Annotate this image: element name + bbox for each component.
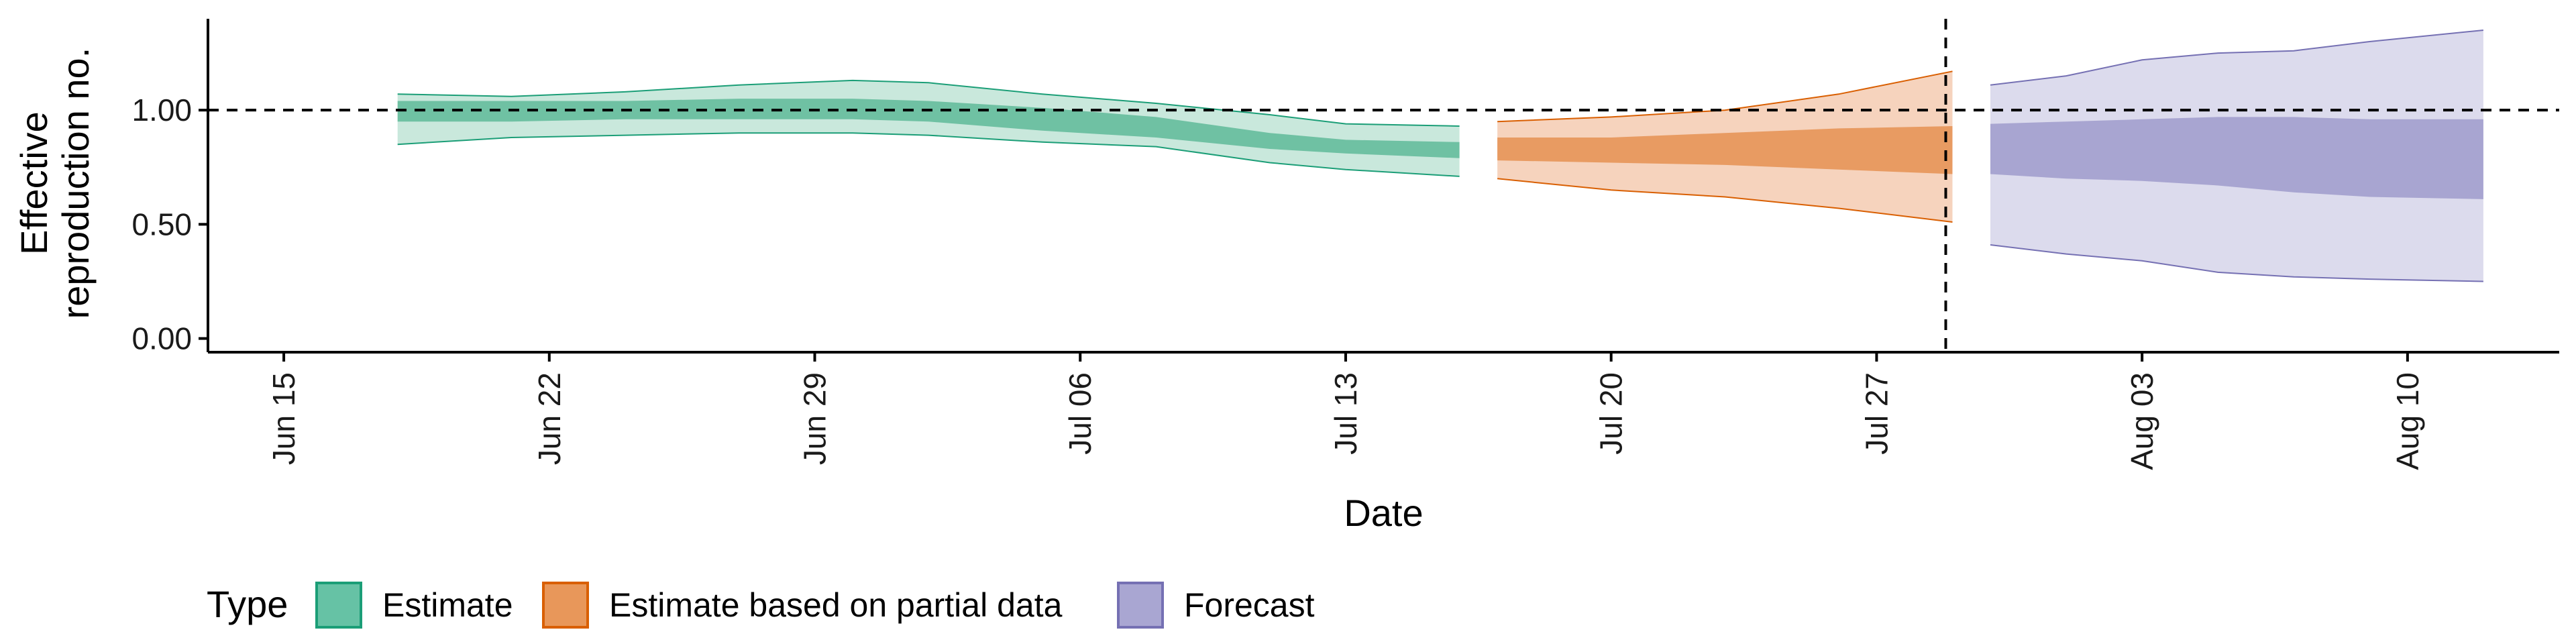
legend-label: Forecast [1184, 586, 1315, 624]
lower-bound-line [1497, 178, 1953, 223]
legend-item: Estimate based on partial data [542, 582, 1063, 629]
lower-bound-line [397, 132, 1460, 177]
y-tick-label: 0.50 [131, 207, 192, 241]
axes: 0.00 0.50 1.00 Jun 15 Jun 22 Jun 29 Jul 06 Jul … [13, 19, 2559, 534]
series-0 [397, 79, 1460, 177]
y-axis-title-line: reproduction no. [54, 48, 97, 319]
x-tick-label: Jun 29 [798, 372, 833, 465]
legend: Type Estimate Estimate based on partial da… [207, 582, 1315, 629]
x-tick-label: Aug 10 [2390, 372, 2425, 470]
reference-lines [208, 19, 2559, 352]
legend-item: Forecast [1117, 582, 1315, 629]
inner-interval-band [1497, 126, 1953, 174]
x-tick-label: Jun 22 [532, 372, 567, 465]
x-tick-label: Jul 06 [1063, 372, 1097, 455]
x-tick-label: Jun 15 [266, 372, 301, 465]
legend-key-swatch [1117, 582, 1164, 629]
upper-bound-line [397, 79, 1460, 127]
legend-key-swatch [315, 582, 362, 629]
upper-bound-line [1990, 30, 2483, 86]
x-tick-label: Jul 13 [1328, 372, 1363, 455]
y-axis-title: Effectivereproduction no. [13, 48, 97, 319]
legend-label: Estimate based on partial data [609, 586, 1063, 624]
upper-bound-line [1497, 70, 1953, 123]
series-2 [1990, 30, 2483, 282]
x-tick-label: Jul 27 [1859, 372, 1894, 455]
x-axis-title: Date [1344, 492, 1423, 534]
series-1 [1497, 70, 1953, 223]
x-tick-label: Aug 03 [2125, 372, 2159, 470]
inner-interval-band [397, 99, 1460, 158]
lower-bound-line [1990, 244, 2483, 282]
legend-item: Estimate [315, 582, 513, 629]
legend-title: Type [207, 583, 288, 625]
legend-key-swatch [542, 582, 589, 629]
ribbons [397, 30, 2483, 282]
y-axis-title-line: Effective [13, 111, 55, 255]
x-tick-label: Jul 20 [1594, 372, 1629, 455]
inner-interval-band [1990, 117, 2483, 199]
y-tick-label: 0.00 [131, 321, 192, 356]
y-tick-label: 1.00 [131, 93, 192, 127]
legend-label: Estimate [382, 586, 513, 624]
